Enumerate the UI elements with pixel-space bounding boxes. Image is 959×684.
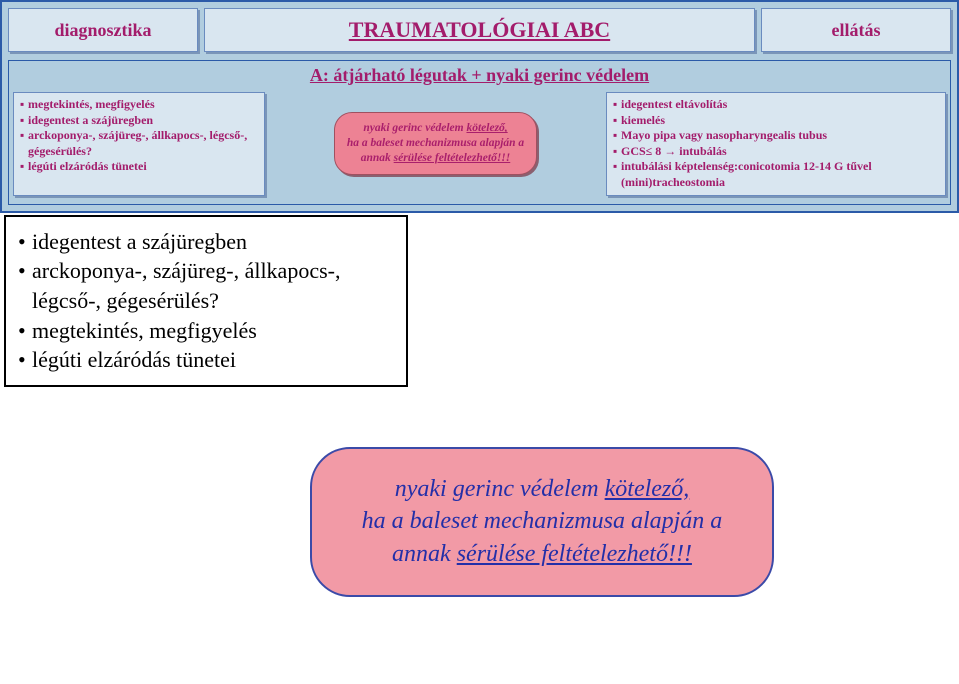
big-pill-line1-u: kötelező, <box>605 476 690 502</box>
treat-text: GCS≤ 8 → intubálás <box>621 144 727 160</box>
bullet-icon: ▪ <box>613 113 621 129</box>
diag-text: idegentest a szájüregben <box>28 113 153 129</box>
bullet-icon: ▪ <box>613 144 621 160</box>
treat-item: ▪idegentest eltávolítás <box>613 97 939 113</box>
bullet-icon: ▪ <box>20 113 28 129</box>
header-center-label: TRAUMATOLÓGIAI ABC <box>349 17 610 43</box>
diag-text: megtekintés, megfigyelés <box>28 97 155 113</box>
treat-item: ▪intubálási képtelenség:conicotomia 12-1… <box>613 159 939 190</box>
header-center-box: TRAUMATOLÓGIAI ABC <box>204 8 755 52</box>
floating-box-text: arckoponya-, szájüreg-, állkapocs-, légc… <box>32 256 394 315</box>
header-left-box: diagnosztika <box>8 8 198 52</box>
treat-text: idegentest eltávolítás <box>621 97 727 113</box>
floating-diagnostics-box: •idegentest a szájüregben•arckoponya-, s… <box>4 215 408 387</box>
big-warning-pill: nyaki gerinc védelem kötelező, ha a bale… <box>310 447 774 597</box>
pill-line3-pre: annak <box>361 152 394 164</box>
floating-box-text: légúti elzáródás tünetei <box>32 345 236 375</box>
diag-item: ▪idegentest a szájüregben <box>20 113 258 129</box>
bullet-icon: ▪ <box>613 128 621 144</box>
bullet-icon: • <box>18 227 32 257</box>
floating-box-item: •idegentest a szájüregben <box>18 227 394 257</box>
bullet-icon: • <box>18 316 32 346</box>
treat-text: Mayo pipa vagy nasopharyngealis tubus <box>621 128 827 144</box>
header-right-label: ellátás <box>832 20 881 41</box>
pill-line1-u: kötelező, <box>466 122 507 134</box>
diag-item: ▪légúti elzáródás tünetei <box>20 159 258 175</box>
treat-item: ▪Mayo pipa vagy nasopharyngealis tubus <box>613 128 939 144</box>
header-left-label: diagnosztika <box>54 20 151 41</box>
header-row: diagnosztika TRAUMATOLÓGIAI ABC ellátás <box>8 8 951 52</box>
floating-box-item: •arckoponya-, szájüreg-, állkapocs-, lég… <box>18 256 394 315</box>
treat-item: ▪GCS≤ 8 → intubálás <box>613 144 939 160</box>
section-a-title: A: átjárható légutak + nyaki gerinc véde… <box>13 65 946 86</box>
bullet-icon: • <box>18 256 32 315</box>
pill-line1-pre: nyaki gerinc védelem <box>363 122 466 134</box>
floating-box-item: •megtekintés, megfigyelés <box>18 316 394 346</box>
diag-text: légúti elzáródás tünetei <box>28 159 147 175</box>
diagnostics-panel: ▪megtekintés, megfigyelés▪idegentest a s… <box>13 92 265 196</box>
middle-pill-wrap: nyaki gerinc védelem kötelező, ha a bale… <box>271 92 600 196</box>
section-a-band: A: átjárható légutak + nyaki gerinc véde… <box>8 60 951 205</box>
bullet-icon: ▪ <box>20 159 28 175</box>
treat-text: kiemelés <box>621 113 665 129</box>
diag-text: arckoponya-, szájüreg-, állkapocs-, légc… <box>28 128 258 159</box>
floating-box-text: idegentest a szájüregben <box>32 227 247 257</box>
lower-region: •idegentest a szájüregben•arckoponya-, s… <box>0 213 959 633</box>
section-a-body: ▪megtekintés, megfigyelés▪idegentest a s… <box>13 92 946 196</box>
treat-item: ▪kiemelés <box>613 113 939 129</box>
floating-box-item: •légúti elzáródás tünetei <box>18 345 394 375</box>
bullet-icon: ▪ <box>613 97 621 113</box>
big-pill-line1-pre: nyaki gerinc védelem <box>395 476 605 502</box>
treatment-panel: ▪idegentest eltávolítás▪kiemelés▪Mayo pi… <box>606 92 946 196</box>
bullet-icon: ▪ <box>20 128 28 159</box>
middle-warning-pill: nyaki gerinc védelem kötelező, ha a bale… <box>334 112 537 175</box>
bullet-icon: • <box>18 345 32 375</box>
pill-line2: ha a baleset mechanizmusa alapján a <box>347 137 524 149</box>
treat-text: intubálási képtelenség:conicotomia 12-14… <box>621 159 939 190</box>
diag-item: ▪megtekintés, megfigyelés <box>20 97 258 113</box>
bullet-icon: ▪ <box>20 97 28 113</box>
big-pill-line2: ha a baleset mechanizmusa alapján a <box>362 505 723 537</box>
diag-item: ▪arckoponya-, szájüreg-, állkapocs-, lég… <box>20 128 258 159</box>
pill-line3-u: sérülése feltételezhető!!! <box>394 152 511 164</box>
bullet-icon: ▪ <box>613 159 621 190</box>
header-right-box: ellátás <box>761 8 951 52</box>
big-pill-line3-pre: annak <box>392 541 457 567</box>
floating-box-text: megtekintés, megfigyelés <box>32 316 257 346</box>
big-pill-line3-u: sérülése feltételezhető!!! <box>457 541 692 567</box>
top-band: diagnosztika TRAUMATOLÓGIAI ABC ellátás … <box>0 0 959 213</box>
